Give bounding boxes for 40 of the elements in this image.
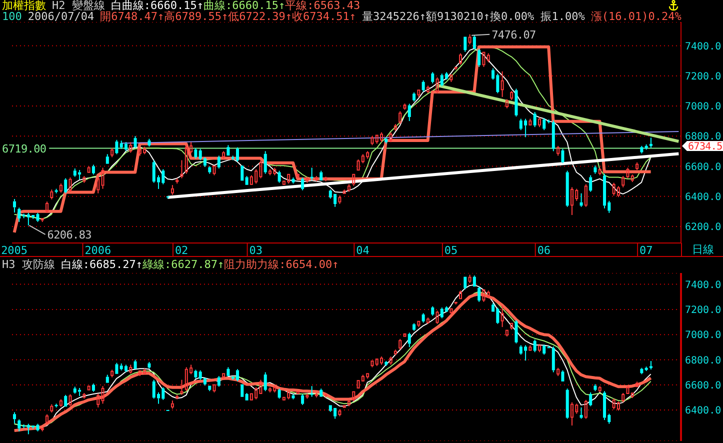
chart-title: 加權指數 xyxy=(2,0,46,12)
y-tick-label: 6800.0 xyxy=(685,355,722,366)
annotation: 漲(16.01)0.24% xyxy=(590,10,682,23)
x-tick-label: 04 xyxy=(356,244,370,257)
text: 綠線:6627.87↑ xyxy=(142,258,224,271)
y-tick-label: 6200.0 xyxy=(685,222,722,233)
annotation: 7476.07 xyxy=(492,28,536,42)
y-tick-label: 7000.0 xyxy=(685,330,722,342)
ref-line-label: 6719.00 xyxy=(2,142,46,156)
text: 白線:6685.27↑ xyxy=(60,258,142,271)
x-tick-label: 07 xyxy=(640,244,653,257)
y-tick-label: 7000.0 xyxy=(685,102,722,113)
y-tick-label: 6400.0 xyxy=(685,192,722,203)
text: 平線:6563.43 xyxy=(285,0,360,12)
y-tick-label: 7400.0 xyxy=(685,41,722,52)
text: 6734.5 xyxy=(688,141,723,152)
annotation: 量3245226↑額9130210↑換0.00% 振1.00% xyxy=(362,10,585,23)
y-tick-label: 7200.0 xyxy=(685,304,722,316)
annotation: 2006/07/04 xyxy=(28,10,94,23)
x-tick-label: 2006 xyxy=(84,244,112,257)
annotation: 100 xyxy=(2,10,22,23)
text: 白曲線:6660.15↑ xyxy=(110,0,204,12)
x-tick-label: 06 xyxy=(537,244,551,257)
text: 曲線:6660.15↑ xyxy=(203,0,286,12)
annotation: 開6748.47↑高6789.55↑低6722.39↑收6734.51↑ xyxy=(100,10,356,23)
x-tick-label: 2005 xyxy=(1,244,28,257)
x-tick-label: 03 xyxy=(249,244,263,257)
x-axis-title: 日線 xyxy=(691,243,715,257)
annotation: 6206.83 xyxy=(47,228,92,242)
legend-title: H2 變盤線 xyxy=(52,0,105,12)
y-tick-label: 6800.0 xyxy=(685,132,722,143)
x-tick-label: 02 xyxy=(174,244,188,257)
y-tick-label: 6600.0 xyxy=(685,380,722,392)
y-tick-label: 6600.0 xyxy=(685,162,722,173)
y-tick-label: 7400.0 xyxy=(685,280,722,291)
text: 阻力助力線:6654.00↑ xyxy=(224,258,339,271)
x-tick-label: 05 xyxy=(444,244,458,257)
legend-title: H3 攻防線 xyxy=(2,258,55,271)
y-tick-label: 6400.0 xyxy=(685,406,722,417)
y-tick-label: 7200.0 xyxy=(685,71,722,82)
